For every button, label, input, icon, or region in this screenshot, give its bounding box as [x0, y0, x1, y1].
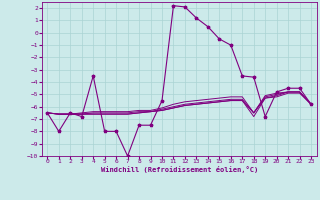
X-axis label: Windchill (Refroidissement éolien,°C): Windchill (Refroidissement éolien,°C)	[100, 166, 258, 173]
